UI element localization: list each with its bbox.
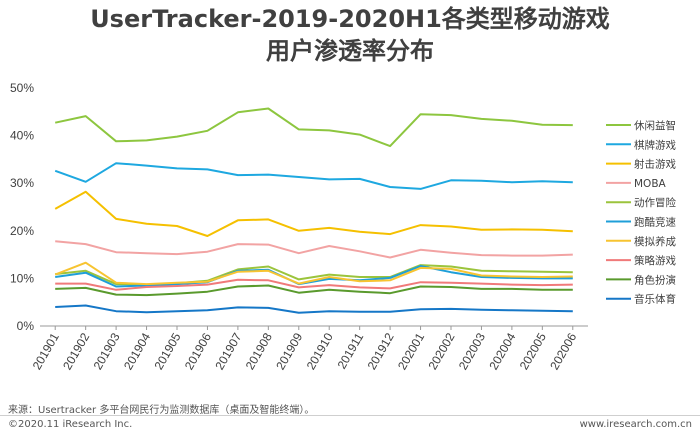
y-tick-label: 20% xyxy=(10,224,34,238)
chart-title-line1: UserTracker-2019-2020H1各类型移动游戏 xyxy=(90,5,610,33)
x-tick-label: 201911 xyxy=(335,330,367,371)
x-tick-label: 202002 xyxy=(425,330,457,372)
series-line xyxy=(54,107,573,148)
series-line xyxy=(55,284,573,297)
y-tick-label: 10% xyxy=(10,271,34,285)
y-tick-label: 50% xyxy=(10,81,34,95)
legend-label: 休闲益智 xyxy=(634,119,676,132)
x-tick-label: 202003 xyxy=(456,330,488,372)
copyright-text: ©2020.11 iResearch Inc. xyxy=(8,419,133,430)
x-tick-label: 201904 xyxy=(121,330,153,372)
x-tick-label: 201901 xyxy=(30,330,62,372)
series-line xyxy=(55,278,573,291)
legend-label: 音乐体育 xyxy=(634,293,676,306)
series-line xyxy=(55,265,573,288)
y-tick-label: 0% xyxy=(17,319,35,333)
legend-label: 角色扮演 xyxy=(634,273,676,286)
legend-label: 模拟养成 xyxy=(634,235,676,248)
legend-label: 跑酷竞速 xyxy=(634,216,676,229)
x-tick-label: 201902 xyxy=(60,330,92,372)
x-tick-label: 201909 xyxy=(273,330,305,372)
legend-label: MOBA xyxy=(634,178,667,190)
line-chart: 0%10%20%30%40%50%20190120190220190320190… xyxy=(10,81,677,372)
legend-label: 射击游戏 xyxy=(634,158,676,171)
website-text: www.iresearch.com.cn xyxy=(579,419,692,430)
x-tick-label: 202001 xyxy=(395,330,427,372)
footer-divider xyxy=(0,415,700,416)
x-tick-label: 202004 xyxy=(486,330,518,372)
x-tick-label: 201906 xyxy=(182,330,214,372)
x-tick-label: 201907 xyxy=(212,330,244,372)
x-tick-label: 201912 xyxy=(365,330,397,372)
x-tick-label: 201910 xyxy=(304,330,336,372)
chart-title-line2: 用户渗透率分布 xyxy=(266,37,434,65)
series-line xyxy=(55,240,573,259)
series-line xyxy=(54,190,573,237)
series-line xyxy=(54,162,573,190)
y-tick-label: 40% xyxy=(10,129,34,143)
x-tick-label: 202005 xyxy=(517,330,549,372)
x-tick-label: 202006 xyxy=(547,330,579,372)
x-tick-label: 201905 xyxy=(151,330,183,372)
legend-label: 动作冒险 xyxy=(634,196,676,209)
x-tick-label: 201903 xyxy=(91,330,123,372)
legend-label: 棋牌游戏 xyxy=(634,138,676,151)
source-note: 来源：Usertracker 多平台网民行为监测数据库（桌面及智能终端）。 xyxy=(8,405,315,416)
x-tick-label: 201908 xyxy=(243,330,275,372)
series-line xyxy=(54,261,573,286)
y-tick-label: 30% xyxy=(10,176,34,190)
series-line xyxy=(55,304,573,314)
legend-label: 策略游戏 xyxy=(634,254,676,267)
